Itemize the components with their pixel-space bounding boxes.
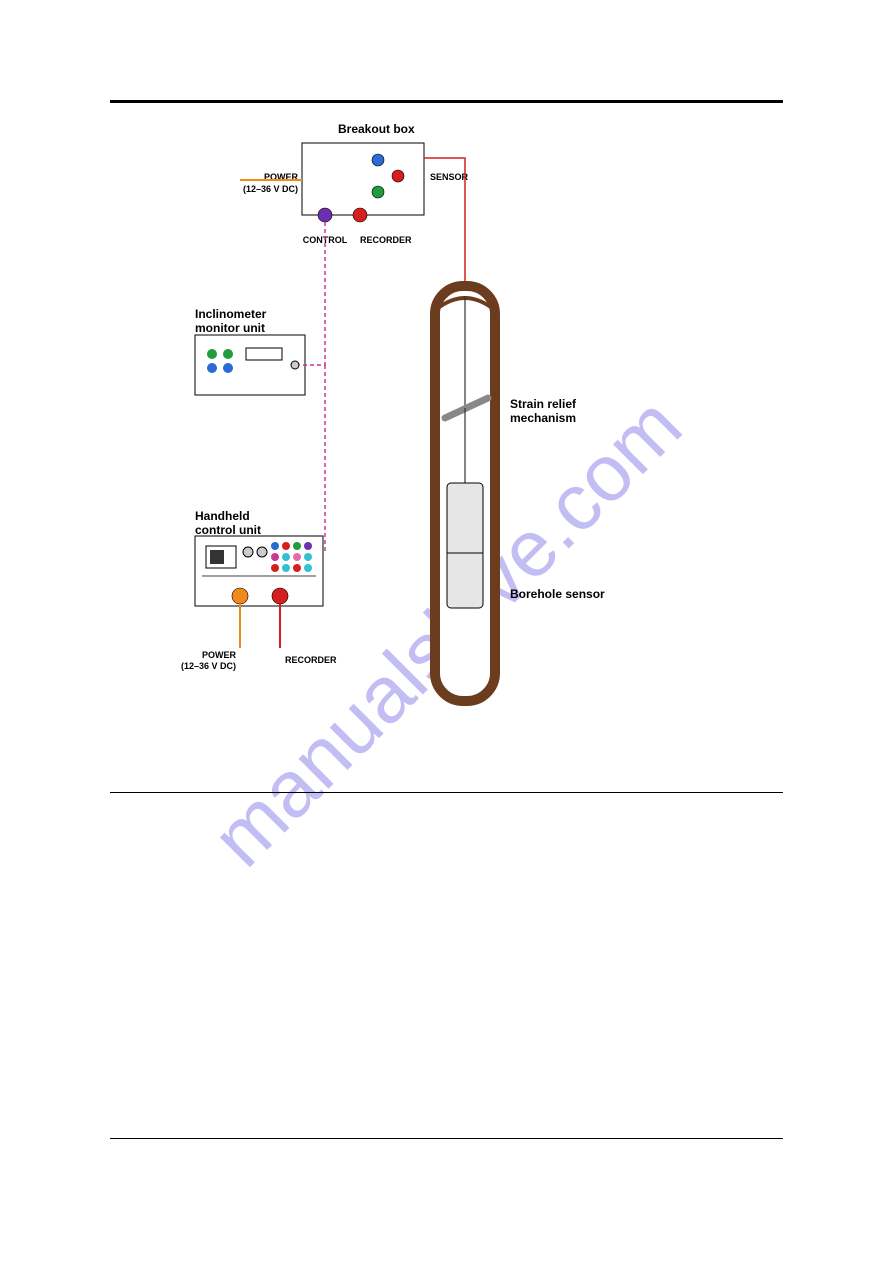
handheld-knob-0 [243, 547, 253, 557]
bottom-divider [110, 1138, 783, 1139]
inclinometer-title-2: monitor unit [195, 321, 265, 335]
handheld-led [282, 553, 290, 561]
mid-divider [110, 792, 783, 793]
inclinometer-title-1: Inclinometer [195, 307, 267, 321]
handheld-knob-1 [257, 547, 267, 557]
inclinometer-led-0 [207, 349, 217, 359]
inclinometer-led-3 [223, 363, 233, 373]
strain-relief-label-2: mechanism [510, 411, 576, 425]
borehole-sensor [447, 483, 483, 608]
breakout-recorder-label: RECORDER [360, 235, 412, 245]
top-divider [110, 100, 783, 103]
handheld-led [282, 542, 290, 550]
handheld-power-sub: (12–36 V DC) [181, 661, 236, 671]
handheld-title-1: Handheld [195, 509, 250, 523]
handheld-led [293, 553, 301, 561]
handheld-port-power [232, 588, 248, 604]
inclinometer-led-2 [207, 363, 217, 373]
handheld-title-2: control unit [195, 523, 261, 537]
handheld-led [293, 564, 301, 572]
inclinometer-led-1 [223, 349, 233, 359]
diagram-svg: Breakout box POWER (12–36 V DC) SENSOR C… [110, 108, 783, 788]
breakout-led-blue [372, 154, 384, 166]
handheld-led [271, 564, 279, 572]
breakout-body [302, 143, 424, 215]
inclinometer-unit: Inclinometer monitor unit [195, 307, 305, 395]
strain-relief-label-1: Strain relief [510, 397, 577, 411]
handheld-led [304, 564, 312, 572]
system-diagram: Breakout box POWER (12–36 V DC) SENSOR C… [110, 108, 783, 788]
borehole-assembly: Strain relief mechanism Borehole sensor [435, 286, 605, 701]
breakout-port-control [318, 208, 332, 222]
handheld-unit: Handheld control unit [195, 509, 323, 606]
handheld-led [293, 542, 301, 550]
breakout-title: Breakout box [338, 122, 415, 136]
breakout-box: Breakout box POWER (12–36 V DC) SENSOR C… [243, 122, 469, 245]
inclinometer-port [291, 361, 299, 369]
breakout-power-sub: (12–36 V DC) [243, 184, 298, 194]
breakout-sensor-label: SENSOR [430, 172, 469, 182]
handheld-led [271, 542, 279, 550]
handheld-led [271, 553, 279, 561]
breakout-led-green [372, 186, 384, 198]
handheld-power-label: POWER [202, 650, 237, 660]
breakout-port-recorder [353, 208, 367, 222]
handheld-port-recorder [272, 588, 288, 604]
handheld-led [304, 542, 312, 550]
inclinometer-screen [246, 348, 282, 360]
handheld-recorder-label: RECORDER [285, 655, 337, 665]
handheld-led [282, 564, 290, 572]
borehole-sensor-label: Borehole sensor [510, 587, 605, 601]
handheld-led [304, 553, 312, 561]
breakout-led-red [392, 170, 404, 182]
document-page: manualshive.com Breakout box POWER (12–3… [0, 0, 893, 1263]
handheld-screen-inner [210, 550, 224, 564]
